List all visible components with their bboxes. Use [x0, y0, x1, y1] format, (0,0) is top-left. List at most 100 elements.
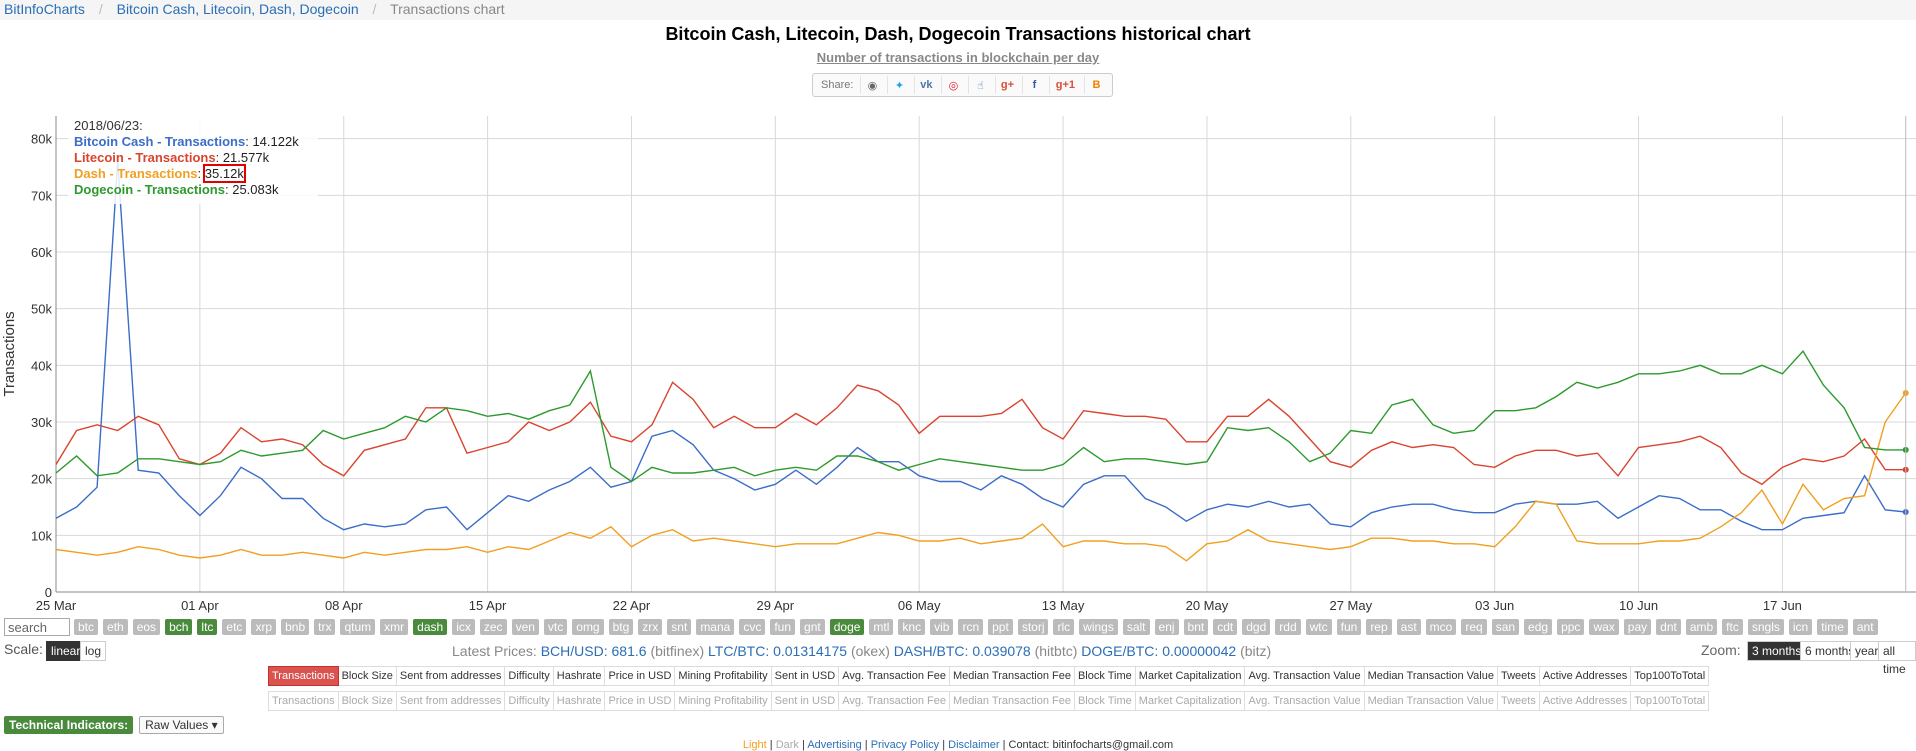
metric-tab-block-size[interactable]: Block Size [338, 691, 397, 711]
gplus-one-icon[interactable]: g+1 [1049, 76, 1080, 94]
zoom-6-months-button[interactable]: 6 months [1800, 641, 1860, 661]
coin-toggle-ven[interactable]: ven [511, 619, 539, 635]
metric-tab-block-time[interactable]: Block Time [1074, 666, 1136, 686]
metric-tab-avg-transaction-value[interactable]: Avg. Transaction Value [1245, 691, 1365, 711]
coin-toggle-pay[interactable]: pay [1623, 619, 1652, 635]
coin-toggle-zrx[interactable]: zrx [638, 619, 663, 635]
coin-toggle-btc[interactable]: btc [74, 619, 99, 635]
coin-toggle-fun[interactable]: fun [1336, 619, 1362, 635]
zoom-all-time-button[interactable]: all time [1878, 641, 1916, 676]
coin-toggle-eth[interactable]: eth [103, 619, 128, 635]
coin-toggle-dash[interactable]: dash [413, 619, 448, 635]
coin-toggle-snt[interactable]: snt [667, 619, 692, 635]
coin-toggle-icx[interactable]: icx [452, 619, 475, 635]
facebook-icon[interactable]: f [1022, 76, 1045, 94]
metric-tab-hashrate[interactable]: Hashrate [553, 666, 606, 686]
coin-toggle-edg[interactable]: edg [1524, 619, 1553, 635]
metric-tab-transactions[interactable]: Transactions [268, 666, 339, 686]
coin-toggle-rcn[interactable]: rcn [958, 619, 984, 635]
coin-toggle-ltc[interactable]: ltc [197, 619, 218, 635]
coin-toggle-mco[interactable]: mco [1425, 619, 1457, 635]
metric-tab-avg-transaction-fee[interactable]: Avg. Transaction Fee [839, 691, 950, 711]
metric-tab-median-transaction-fee[interactable]: Median Transaction Fee [949, 691, 1075, 711]
metric-tab-median-transaction-value[interactable]: Median Transaction Value [1364, 691, 1498, 711]
coin-toggle-cvc[interactable]: cvc [739, 619, 766, 635]
scale-linear-button[interactable]: linear [46, 641, 86, 661]
coin-toggle-rep[interactable]: rep [1366, 619, 1392, 635]
coin-toggle-ant[interactable]: ant [1852, 619, 1878, 635]
footer-privacy-link[interactable]: Privacy Policy [870, 739, 940, 751]
coin-toggle-amb[interactable]: amb [1685, 619, 1718, 635]
metric-tab-market-capitalization[interactable]: Market Capitalization [1135, 666, 1246, 686]
metric-tab-sent-in-usd[interactable]: Sent in USD [771, 666, 840, 686]
metric-tab-tweets[interactable]: Tweets [1497, 691, 1540, 711]
footer-advertising-link[interactable]: Advertising [807, 739, 862, 751]
metric-tab-sent-in-usd[interactable]: Sent in USD [771, 691, 840, 711]
metric-tab-difficulty[interactable]: Difficulty [505, 691, 554, 711]
coin-toggle-trx[interactable]: trx [314, 619, 336, 635]
metric-tab-sent-from-addresses[interactable]: Sent from addresses [396, 666, 506, 686]
metric-tab-avg-transaction-fee[interactable]: Avg. Transaction Fee [839, 666, 950, 686]
coin-toggle-mana[interactable]: mana [696, 619, 735, 635]
metric-tab-market-capitalization[interactable]: Market Capitalization [1135, 691, 1246, 711]
metric-tab-active-addresses[interactable]: Active Addresses [1539, 666, 1632, 686]
coin-toggle-dnt[interactable]: dnt [1656, 619, 1681, 635]
twitter-icon[interactable]: ✦ [887, 76, 910, 94]
breadcrumb-section-link[interactable]: Bitcoin Cash, Litecoin, Dash, Dogecoin [116, 1, 359, 17]
coin-toggle-gnt[interactable]: gnt [800, 619, 825, 635]
coin-toggle-ppc[interactable]: ppc [1557, 619, 1585, 635]
price-bch[interactable]: BCH/USD: 681.6 [540, 643, 647, 659]
gplus-icon[interactable]: g+ [995, 76, 1018, 94]
coin-toggle-vtc[interactable]: vtc [543, 619, 568, 635]
scale-log-button[interactable]: log [80, 641, 107, 661]
metric-tab-tweets[interactable]: Tweets [1497, 666, 1540, 686]
metric-tab-top100tototal[interactable]: Top100ToTotal [1631, 691, 1710, 711]
metric-tab-block-size[interactable]: Block Size [338, 666, 397, 686]
metric-tab-mining-profitability[interactable]: Mining Profitability [675, 666, 772, 686]
weibo-icon[interactable]: ◎ [941, 76, 964, 94]
breadcrumb-home-link[interactable]: BitInfoCharts [4, 1, 85, 17]
coin-toggle-wtc[interactable]: wtc [1305, 619, 1332, 635]
price-dash[interactable]: DASH/BTC: 0.039078 [893, 643, 1031, 659]
footer-disclaimer-link[interactable]: Disclaimer [948, 739, 1000, 751]
coin-toggle-zec[interactable]: zec [479, 619, 507, 635]
blogger-icon[interactable]: B [1084, 76, 1107, 94]
metric-tab-difficulty[interactable]: Difficulty [505, 666, 554, 686]
metric-tab-transactions[interactable]: Transactions [268, 691, 339, 711]
coin-toggle-bnb[interactable]: bnb [281, 619, 310, 635]
metric-tab-median-transaction-value[interactable]: Median Transaction Value [1364, 666, 1498, 686]
coin-toggle-san[interactable]: san [1491, 619, 1520, 635]
vk-icon[interactable]: vk [914, 76, 937, 94]
coin-search-input[interactable]: search [4, 618, 70, 636]
coin-toggle-qtum[interactable]: qtum [340, 619, 376, 635]
coin-toggle-wax[interactable]: wax [1589, 619, 1619, 635]
coin-toggle-bch[interactable]: bch [165, 619, 193, 635]
coin-toggle-vib[interactable]: vib [930, 619, 954, 635]
coin-toggle-mtl[interactable]: mtl [869, 619, 894, 635]
coin-toggle-knc[interactable]: knc [898, 619, 926, 635]
footer-light-link[interactable]: Light [742, 739, 767, 751]
reddit-icon[interactable]: ◉ [860, 76, 883, 94]
metric-tab-price-in-usd[interactable]: Price in USD [605, 666, 676, 686]
coin-toggle-xmr[interactable]: xmr [380, 619, 409, 635]
coin-toggle-salt[interactable]: salt [1122, 619, 1150, 635]
coin-toggle-xrp[interactable]: xrp [251, 619, 277, 635]
coin-toggle-doge[interactable]: doge [829, 619, 865, 635]
coin-toggle-ast[interactable]: ast [1396, 619, 1421, 635]
price-doge[interactable]: DOGE/BTC: 0.00000042 [1081, 643, 1237, 659]
metric-tab-active-addresses[interactable]: Active Addresses [1539, 691, 1632, 711]
metric-tab-block-time[interactable]: Block Time [1074, 691, 1136, 711]
coin-toggle-wings[interactable]: wings [1079, 619, 1118, 635]
coin-toggle-icn[interactable]: icn [1788, 619, 1813, 635]
coin-toggle-time[interactable]: time [1817, 619, 1848, 635]
metric-tab-mining-profitability[interactable]: Mining Profitability [675, 691, 772, 711]
coin-toggle-ftc[interactable]: ftc [1722, 619, 1743, 635]
coin-toggle-bnt[interactable]: bnt [1183, 619, 1209, 635]
coin-toggle-storj[interactable]: storj [1017, 619, 1049, 635]
coin-toggle-omg[interactable]: omg [572, 619, 604, 635]
coin-toggle-rdd[interactable]: rdd [1275, 619, 1301, 635]
coin-toggle-btg[interactable]: btg [608, 619, 634, 635]
zoom-3-months-button[interactable]: 3 months [1747, 641, 1807, 661]
metric-tab-median-transaction-fee[interactable]: Median Transaction Fee [949, 666, 1075, 686]
coin-toggle-dgd[interactable]: dgd [1242, 619, 1271, 635]
